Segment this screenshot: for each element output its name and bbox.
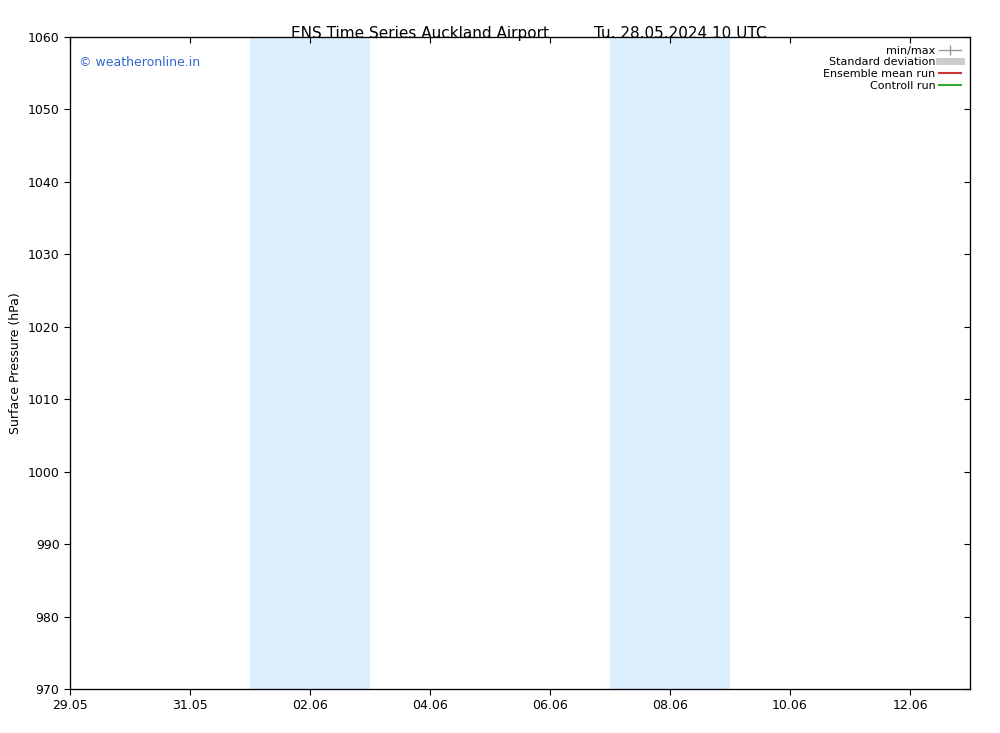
Text: ENS Time Series Auckland Airport: ENS Time Series Auckland Airport (291, 26, 549, 40)
Bar (250, 37, 370, 689)
Text: Tu. 28.05.2024 10 UTC: Tu. 28.05.2024 10 UTC (594, 26, 766, 40)
Legend: min/max, Standard deviation, Ensemble mean run, Controll run: min/max, Standard deviation, Ensemble me… (820, 43, 964, 94)
Bar (610, 37, 730, 689)
Text: © weatheronline.in: © weatheronline.in (79, 56, 200, 69)
Y-axis label: Surface Pressure (hPa): Surface Pressure (hPa) (9, 292, 22, 434)
